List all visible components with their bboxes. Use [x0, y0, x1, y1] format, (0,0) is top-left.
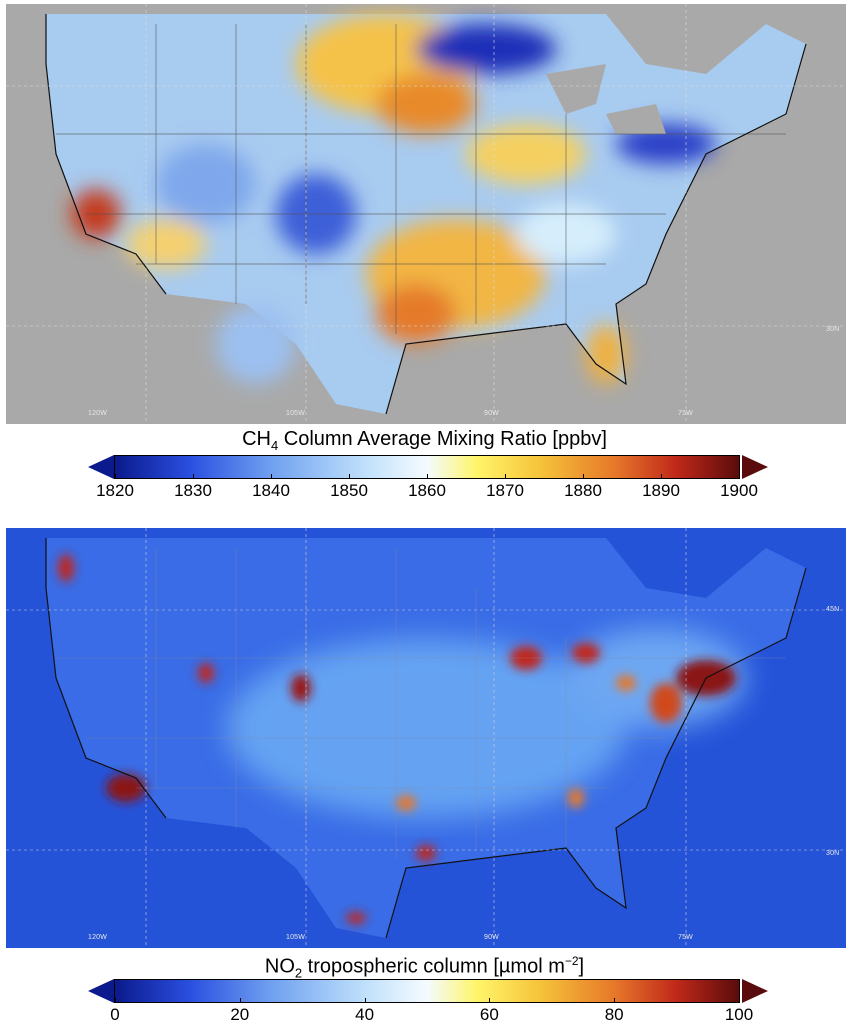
colorbar-tick-mark [115, 474, 116, 479]
lon-label-105w: 105W [286, 410, 306, 417]
graticule [6, 528, 846, 948]
colorbar-tick-label: 1840 [252, 481, 290, 500]
colorbar-tick-label: 1830 [174, 481, 212, 500]
colorbar-tick-mark [364, 998, 366, 1003]
colorbar-tick-label: 1820 [96, 481, 134, 500]
ch4-map: 120W 105W 90W 75W 30N [6, 4, 846, 424]
coastline [45, 14, 807, 415]
colorbar-tick-mark [239, 998, 241, 1003]
colorbar-tick-label: 1860 [408, 481, 446, 500]
colorbar-tick-mark [583, 474, 584, 479]
state-boundaries [56, 24, 786, 334]
colorbar-tick-label: 100 [724, 1005, 754, 1024]
lon-label-75w: 75W [678, 410, 693, 417]
ch4-colorbar-title: CH4 Column Average Mixing Ratio [ppbv] [242, 428, 607, 453]
ch4-colorbar [88, 455, 768, 479]
state-boundaries [56, 548, 786, 858]
coastline [45, 538, 807, 939]
no2-map: 120W 105W 90W 75W 45N 30N [6, 528, 846, 948]
colorbar-tick-label: 80 [604, 1005, 624, 1024]
colorbar-tick-mark [739, 998, 740, 1003]
colorbar-tick-mark [661, 474, 662, 479]
colorbar-max-arrow [742, 455, 768, 479]
colorbar-tick-mark [271, 474, 272, 479]
colorbar-tick-label: 1890 [642, 481, 680, 500]
lon-label-90w: 90W [484, 410, 499, 417]
colorbar-min-arrow [88, 455, 114, 479]
colorbar-tick-mark [427, 474, 428, 479]
no2-colorbar [88, 979, 768, 1003]
lon-label-120w: 120W [88, 410, 108, 417]
lon-label-105w: 105W [286, 934, 306, 941]
colorbar-min-arrow [88, 979, 114, 1003]
lon-label-120w: 120W [88, 934, 108, 941]
colorbar-tick-mark [739, 474, 740, 479]
lat-label-30n: 30N [826, 326, 840, 333]
colorbar-tick-label: 20 [230, 1005, 250, 1024]
colorbar-tick-label: 1900 [720, 481, 758, 500]
colorbar-tick-label: 60 [479, 1005, 499, 1024]
colorbar-tick-mark [115, 998, 116, 1003]
no2-colorbar-title: NO2 tropospheric column [µmol m−2] [264, 954, 585, 981]
colorbar-tick-mark [614, 998, 616, 1003]
colorbar-tick-mark [489, 998, 491, 1003]
colorbar-tick-label: 1850 [330, 481, 368, 500]
colorbar-tick-label: 0 [110, 1005, 120, 1024]
lat-label-30n: 30N [826, 850, 840, 857]
colorbar-max-arrow [742, 979, 768, 1003]
lon-label-90w: 90W [484, 934, 499, 941]
ch4-field [6, 4, 846, 424]
no2-field [6, 528, 846, 948]
colorbar-tick-label: 1880 [564, 481, 602, 500]
graticule [6, 4, 846, 424]
no2-colorbar-gradient [114, 979, 740, 1003]
colorbar-tick-label: 40 [355, 1005, 375, 1024]
lat-label-45n: 45N [826, 606, 840, 613]
colorbar-tick-mark [349, 474, 350, 479]
colorbar-tick-label: 1870 [486, 481, 524, 500]
colorbar-tick-mark [505, 474, 506, 479]
lon-label-75w: 75W [678, 934, 693, 941]
colorbar-tick-mark [193, 474, 194, 479]
